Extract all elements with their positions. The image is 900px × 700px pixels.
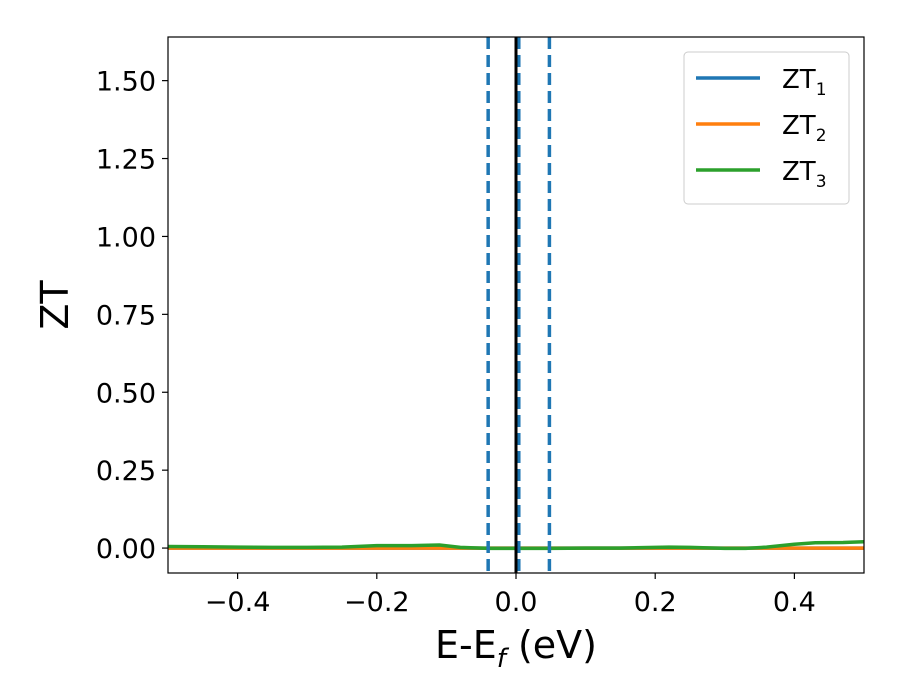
x-tick-label: 0.2 xyxy=(634,587,677,618)
y-tick-label: 0.75 xyxy=(96,300,156,331)
x-tick-label: −0.4 xyxy=(205,587,271,618)
legend-frame xyxy=(683,51,850,205)
y-axis-title: ZT xyxy=(33,280,77,330)
legend-label-zt3: ZT3 xyxy=(782,157,827,192)
x-axis-title: E-Ef (eV) xyxy=(435,623,597,674)
y-tick-label: 1.25 xyxy=(96,145,156,176)
x-axis-title-unit: (eV) xyxy=(506,623,597,667)
x-tick-label: 0.0 xyxy=(495,587,538,618)
x-axis-ticks: −0.4 −0.2 0.0 0.2 0.4 xyxy=(205,573,816,618)
y-tick-label: 1.50 xyxy=(96,67,156,98)
y-tick-label: 0.50 xyxy=(96,378,156,409)
x-tick-label: 0.4 xyxy=(773,587,816,618)
reference-lines xyxy=(486,37,552,573)
y-tick-label: 0.00 xyxy=(96,534,156,565)
legend-label-zt2: ZT2 xyxy=(782,111,827,146)
y-tick-label: 0.25 xyxy=(96,456,156,487)
legend: ZT1 ZT2 ZT3 xyxy=(683,51,850,205)
x-tick-label: −0.2 xyxy=(344,587,410,618)
y-axis-ticks: 0.00 0.25 0.50 0.75 1.00 1.25 1.50 xyxy=(96,67,168,565)
legend-label-zt1: ZT1 xyxy=(782,65,827,100)
y-tick-label: 1.00 xyxy=(96,222,156,253)
